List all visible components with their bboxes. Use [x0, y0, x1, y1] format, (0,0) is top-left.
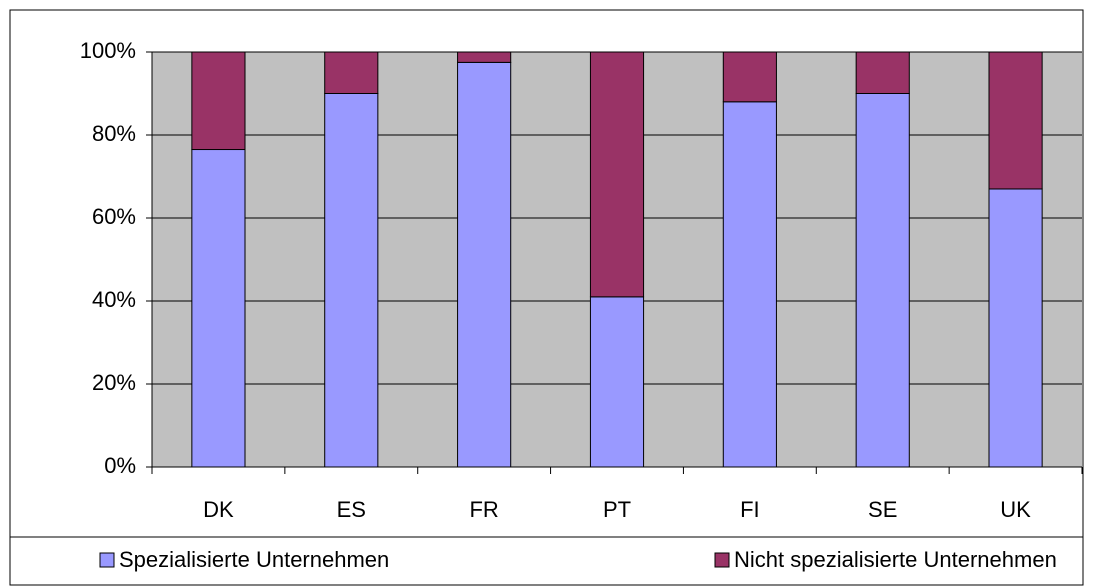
legend-swatch	[99, 552, 115, 568]
bar-segment	[457, 61, 512, 468]
legend-label: Nicht spezialisierte Unternehmen	[734, 547, 1057, 572]
x-tick-label: SE	[868, 497, 897, 522]
y-tick-label: 40%	[92, 287, 136, 312]
y-tick-label: 20%	[92, 370, 136, 395]
bar-segment	[589, 296, 645, 468]
bar-segment	[722, 51, 777, 103]
chart-frame	[9, 9, 1084, 586]
bar-segment	[722, 101, 777, 468]
x-tick-label: PT	[603, 497, 631, 522]
y-tick-label: 0%	[104, 453, 136, 478]
y-tick-label: 80%	[92, 121, 136, 146]
x-tick-label: UK	[1000, 497, 1031, 522]
bar-segment	[324, 93, 379, 468]
y-tick-label: 60%	[92, 204, 136, 229]
bar-segment	[324, 51, 379, 94]
bar-segment	[457, 51, 512, 63]
bar-segment	[988, 51, 1043, 190]
x-tick-label: FI	[740, 497, 760, 522]
x-tick-label: DK	[203, 497, 234, 522]
bar-segment	[191, 51, 246, 151]
bar-segment	[855, 51, 910, 94]
x-tick-label: ES	[337, 497, 366, 522]
bar-segment	[191, 149, 246, 468]
legend-swatch	[714, 552, 730, 568]
bar-segment	[855, 93, 910, 468]
legend-label: Spezialisierte Unternehmen	[119, 547, 389, 572]
bar-segment	[988, 188, 1043, 468]
x-tick-label: FR	[469, 497, 498, 522]
y-tick-label: 100%	[80, 38, 136, 63]
bar-segment	[589, 51, 645, 298]
